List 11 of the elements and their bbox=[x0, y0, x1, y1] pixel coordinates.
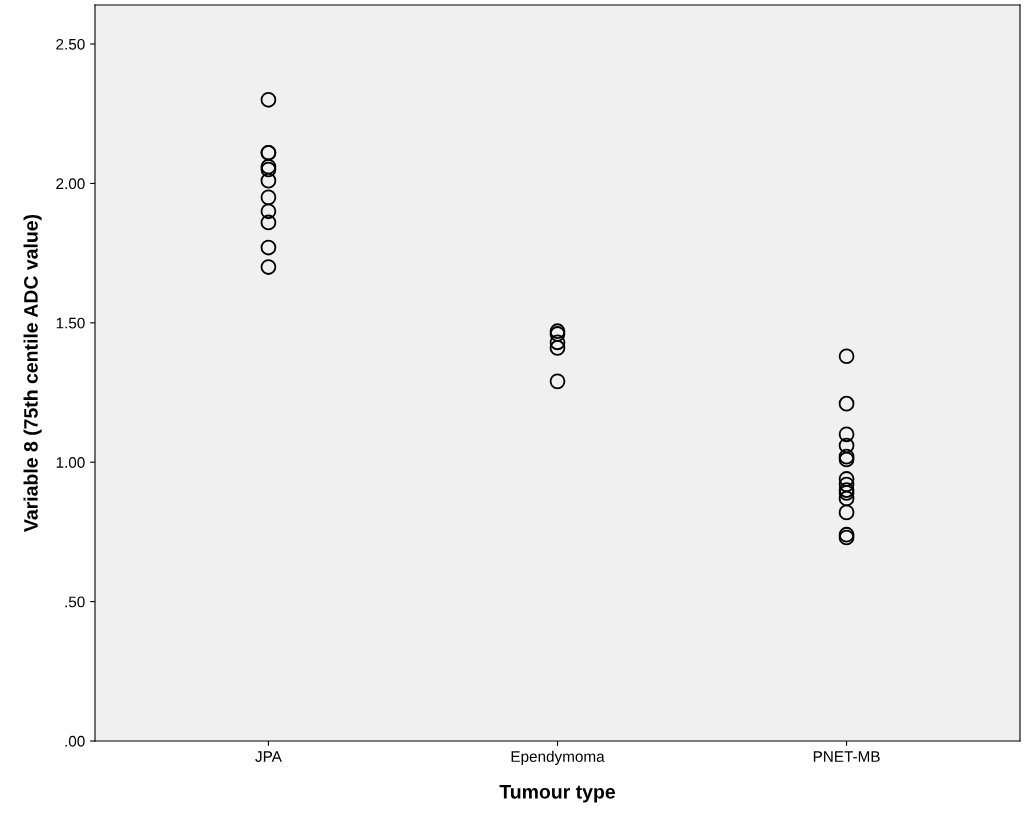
y-tick-label: .50 bbox=[65, 596, 85, 608]
y-axis-title: Variable 8 (75th centile ADC value) bbox=[23, 214, 42, 532]
x-axis-title: Tumour type bbox=[499, 785, 615, 803]
y-tick-label: 2.00 bbox=[56, 178, 85, 190]
y-tick-label: 1.50 bbox=[56, 317, 85, 329]
y-tick-label: 2.50 bbox=[56, 38, 85, 50]
x-tick-label: JPA bbox=[255, 751, 282, 762]
x-tick-label: Ependymoma bbox=[511, 750, 605, 765]
x-tick-label: PNET-MB bbox=[813, 751, 880, 762]
y-tick-label: 1.00 bbox=[56, 457, 85, 468]
y-tick-label: .00 bbox=[65, 735, 85, 747]
